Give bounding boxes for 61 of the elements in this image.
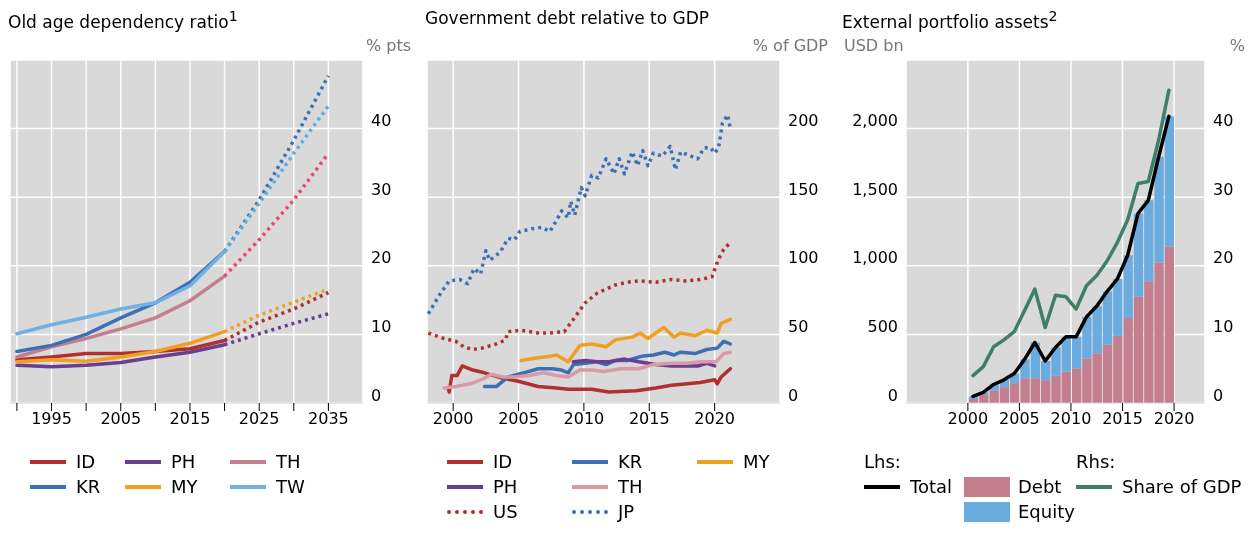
y2-tick-label: 20 [1213,248,1234,268]
legend-label: MY [743,451,770,472]
y-tick-label: 1,500 [852,179,898,199]
legend-label: Debt [1018,476,1062,497]
x-tick-label: 2015 [169,409,211,429]
y-tick-label: 1,000 [852,248,898,268]
y-tick-label: 50 [788,317,809,337]
legend-label: MY [171,476,198,497]
text: Rhs: [1076,451,1116,472]
y-tick-label: 30 [371,179,392,199]
legend-label: PH [171,451,196,472]
x-tick-label: 2010 [563,409,605,429]
y2-tick-label: 10 [1213,317,1234,337]
x-tick-label: 1995 [31,409,72,429]
x-tick-label: 2000 [947,409,989,429]
legend-label: Equity [1018,501,1075,522]
x-tick-label: 2020 [1153,409,1195,429]
x-tick-label: 2020 [694,409,735,429]
legend-label: PH [493,476,518,497]
legend-label: ID [76,451,96,472]
legend-label: US [493,501,518,522]
y-axis-title: % pts [365,36,411,55]
legend-label: ID [493,451,513,472]
x-tick-label: 2015 [1102,409,1143,429]
x-tick-label: 2025 [238,409,280,429]
chart-title: Old age dependency ratio$^{1}$ [8,8,238,32]
y-tick-label: 40 [371,111,392,131]
legend-label: Total [910,476,953,497]
x-tick-label: 2035 [308,409,349,429]
y2-tick-label: 30 [1213,179,1234,199]
x-tick-label: 2010 [1050,409,1092,429]
y-tick-label: 0 [371,385,382,405]
legend-label: Share of GDP [1122,476,1242,497]
chart-title: Government debt relative to GDP [425,8,710,28]
y-tick-label: 150 [788,179,819,199]
x-tick-label: 2015 [628,409,670,429]
legend-label: TW [276,476,305,497]
y-tick-label: 0 [887,385,898,405]
x-tick-label: 2000 [432,409,474,429]
y-tick-label: 100 [788,248,819,268]
x-tick-label: 2005 [999,409,1040,429]
y-tick-label: 0 [788,385,799,405]
legend-label: KR [618,451,643,472]
legend-label: TH [276,451,301,472]
legend-label: KR [76,476,101,497]
y-tick-label: 20 [371,248,392,268]
y2-tick-label: 40 [1213,111,1234,131]
y-tick-label: 500 [867,317,898,337]
y-axis-title: % of GDP [752,36,828,55]
y-tick-label: 10 [371,317,392,337]
y2-tick-label: 0 [1213,385,1224,405]
legend-label: JP [618,501,635,522]
y-tick-label: 2,000 [852,111,898,131]
legend-label: TH [618,476,643,497]
y-axis-title: USD bn [844,36,904,55]
y-tick-label: 200 [788,111,819,131]
chart-title: External portfolio assets$^{2}$ [842,8,1058,32]
text: Lhs: [864,451,901,472]
x-tick-label: 2005 [100,409,142,429]
x-tick-label: 2005 [498,409,539,429]
y2-axis-title: % [1229,36,1245,55]
